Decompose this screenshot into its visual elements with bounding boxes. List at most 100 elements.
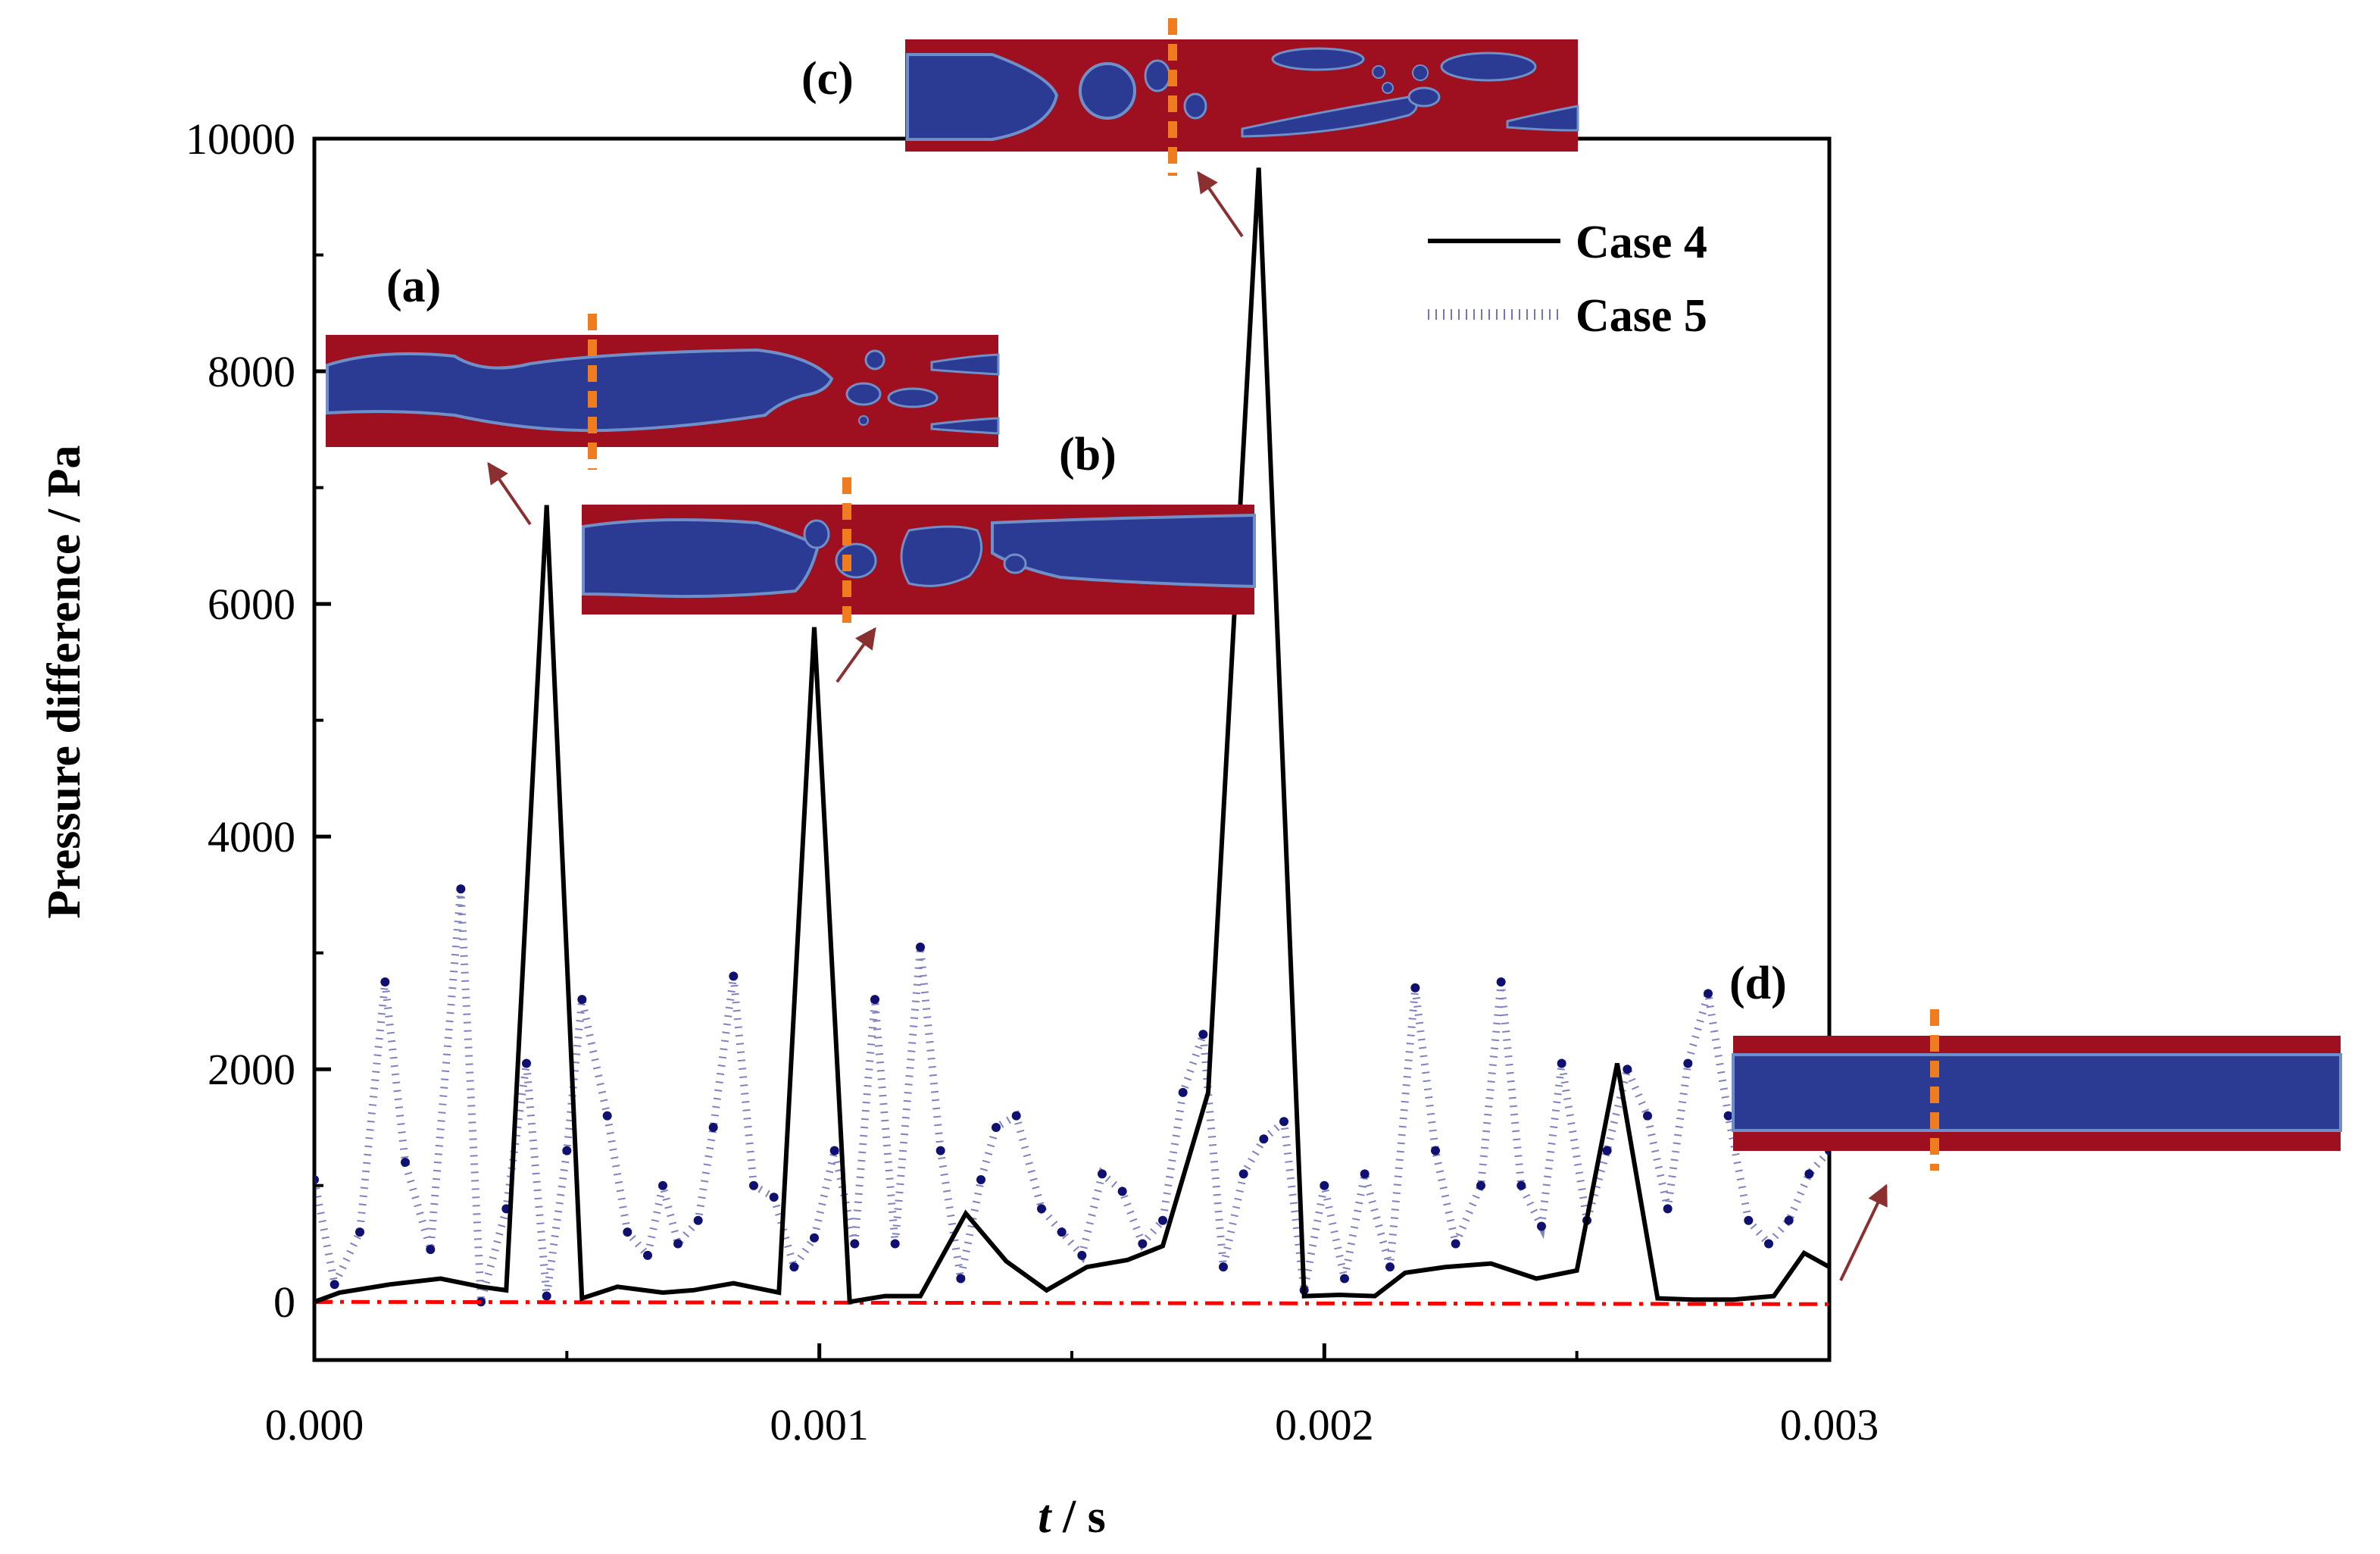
series-point-case-5	[522, 1058, 531, 1068]
inset-c-droplet	[1372, 65, 1385, 79]
series-point-case-5	[456, 884, 466, 894]
series-point-case-5	[1219, 1262, 1228, 1272]
series-point-case-5	[542, 1291, 551, 1301]
inset-c-label: (c)	[801, 53, 854, 105]
inset-b-bubble	[1003, 553, 1027, 574]
inset-b-gas-tail	[991, 513, 1256, 589]
x-tick-label: 0.002	[1275, 1400, 1374, 1449]
series-point-case-5	[401, 1158, 410, 1168]
inset-d: (d)	[1729, 958, 2342, 1281]
series-point-case-5	[890, 1239, 900, 1249]
inset-a-bubble	[864, 349, 885, 371]
series-point-case-5	[693, 1215, 703, 1225]
series-point-case-5	[1557, 1058, 1566, 1068]
series-point-case-5	[577, 995, 587, 1005]
legend-label-case4: Case 4	[1576, 217, 1707, 268]
inset-c-bubble	[1271, 47, 1365, 71]
series-point-case-5	[1496, 977, 1506, 987]
x-axis-title: t / s	[1038, 1491, 1106, 1543]
inset-c-bubble	[1440, 52, 1537, 82]
inset-c-bubble	[1183, 92, 1207, 120]
y-tick-label: 0	[273, 1277, 295, 1327]
series-point-case-5	[916, 942, 925, 952]
series-point-case-5	[1663, 1204, 1673, 1214]
y-tick-label: 6000	[208, 580, 295, 629]
inset-c-bubble	[1144, 59, 1171, 92]
series-line-baseline	[314, 1299, 1829, 1306]
series-point-case-5	[810, 1233, 819, 1243]
inset-c: (c)	[801, 18, 1579, 238]
y-tick-label: 2000	[208, 1045, 295, 1094]
series-point-case-5	[1011, 1111, 1021, 1121]
series-point-case-5	[789, 1262, 799, 1272]
series-point-case-5	[658, 1180, 667, 1190]
series-point-case-5	[992, 1122, 1001, 1132]
series-point-case-5	[1037, 1204, 1046, 1214]
series-point-case-5	[1431, 1146, 1440, 1155]
inset-a-bubble	[845, 382, 882, 406]
series-line-case-5	[314, 888, 1829, 1303]
inset-b-liquid-slug	[900, 525, 983, 587]
series-point-case-5	[1279, 1117, 1288, 1127]
inset-c-droplet	[1412, 64, 1429, 81]
series-point-case-5	[1238, 1169, 1248, 1179]
series-point-case-5	[769, 1193, 779, 1202]
series-point-case-5	[708, 1122, 718, 1132]
y-tick-label: 4000	[208, 812, 295, 861]
series-point-case-5	[1683, 1058, 1693, 1068]
series-point-case-5	[1476, 1180, 1485, 1190]
series-point-case-5	[314, 1175, 319, 1185]
series-point-case-5	[1057, 1227, 1067, 1237]
x-tick-label: 0.003	[1780, 1400, 1879, 1449]
series-point-case-5	[1117, 1187, 1127, 1196]
series-point-case-5	[1643, 1111, 1652, 1121]
series-point-case-5	[1340, 1274, 1349, 1284]
x-tick-label: 0.001	[770, 1400, 869, 1449]
series-point-case-5	[1178, 1087, 1188, 1097]
series-point-case-5	[1744, 1215, 1754, 1225]
inset-c-ligament	[1506, 105, 1579, 132]
inset-b-label: (b)	[1059, 429, 1117, 480]
y-tick-label: 8000	[208, 347, 295, 396]
series-point-case-5	[1784, 1215, 1794, 1225]
series-point-case-5	[1138, 1239, 1148, 1249]
y-tick-label: 10000	[186, 114, 295, 164]
series-point-case-5	[380, 977, 390, 987]
series-point-case-5	[355, 1227, 364, 1237]
inset-c-ligament	[1241, 95, 1418, 138]
inset-c-droplet	[1382, 82, 1394, 94]
series-point-case-5	[1259, 1134, 1269, 1144]
inset-c-arrow	[1197, 170, 1244, 238]
series-point-case-5	[1320, 1180, 1329, 1190]
inset-b-bubble	[803, 519, 830, 549]
series-point-case-5	[1537, 1221, 1546, 1231]
series-point-case-5	[1723, 1111, 1733, 1121]
series-point-case-5	[749, 1180, 758, 1190]
inset-c-bubble	[1407, 86, 1441, 108]
series-point-case-5	[829, 1146, 839, 1155]
x-axis-title-unit: / s	[1051, 1491, 1105, 1543]
series-point-case-5	[1704, 989, 1713, 999]
series-point-case-5	[673, 1239, 682, 1249]
series-point-case-5	[1623, 1065, 1632, 1074]
inset-b-bubble	[835, 542, 877, 579]
series-point-case-5	[956, 1274, 966, 1284]
series-layer	[314, 167, 1829, 1307]
legend-label-case5: Case 5	[1576, 290, 1707, 342]
series-point-case-5	[1602, 1146, 1612, 1155]
series-point-case-5	[1385, 1262, 1395, 1272]
series-point-case-5	[1077, 1250, 1087, 1260]
inset-a-ligament	[930, 417, 1000, 435]
inset-a-ligament	[930, 353, 1000, 376]
inset-c-bubble	[1079, 62, 1136, 120]
inset-b-gas-core	[582, 518, 820, 599]
inset-b-arrow	[835, 627, 876, 683]
series-point-case-5	[976, 1175, 985, 1185]
inset-c-gas-core	[906, 53, 1059, 141]
x-tick-label: 0.000	[265, 1400, 364, 1449]
series-point-case-5	[935, 1146, 945, 1155]
inset-a-label: (a)	[386, 261, 441, 312]
inset-a-bubble	[887, 387, 939, 408]
legend: Case 4 Case 5	[1428, 217, 1707, 342]
